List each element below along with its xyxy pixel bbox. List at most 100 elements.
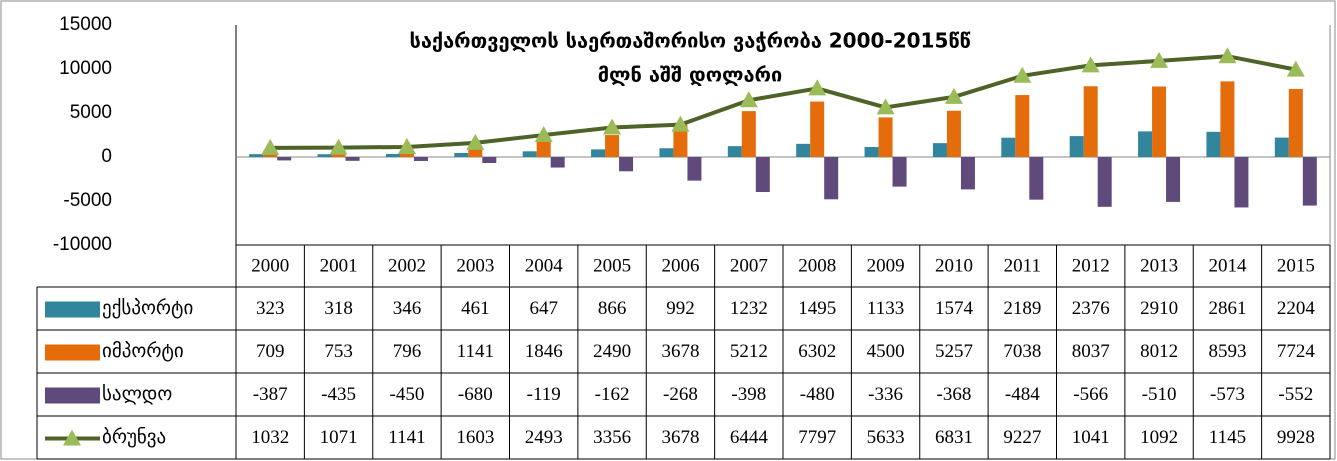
x-tick-label: 2006 [661,255,699,276]
table-cell: 8593 [1208,341,1246,362]
bar [687,157,702,181]
bar [385,153,400,157]
table-cell: -484 [1005,384,1040,405]
table-cell: 1574 [935,298,974,319]
line-marker [1218,47,1237,64]
bar [454,152,469,157]
table-cell: -566 [1073,384,1108,405]
table-cell: 6444 [730,427,769,448]
bar [277,157,292,161]
table-cell: 5633 [867,427,905,448]
line-marker [944,87,963,104]
table-cell: 647 [529,298,558,319]
table-cell: -480 [800,384,835,405]
line-marker [534,126,553,143]
table-cell: 1141 [457,341,494,362]
bar [946,110,961,157]
bar [932,143,947,157]
table-cell: 6831 [935,427,973,448]
table-cell: -450 [390,384,425,405]
line-marker [1013,66,1032,83]
chart-subtitle: მლნ აშშ დოლარი [598,63,783,87]
table-cell: -368 [937,384,972,405]
table-cell: 1133 [867,298,904,319]
bar [591,149,606,157]
bar [413,157,428,161]
legend-label: ექსპორტი [102,297,193,319]
table-cell: 2204 [1277,298,1316,319]
table-cell: 346 [393,298,422,319]
bar [1029,157,1044,200]
line-series [270,54,1297,150]
table-cell: -336 [868,384,903,405]
line-marker [261,138,280,155]
bar [755,157,770,193]
table-cell: -162 [595,384,630,405]
table-cell: -552 [1278,384,1313,405]
bar [605,135,620,157]
x-tick-label: 2005 [593,255,631,276]
table-cell: 1603 [456,427,494,448]
y-tick-label: 15000 [59,14,112,35]
table-cell: 8012 [1140,341,1178,362]
table-cell: 1032 [251,427,289,448]
bar [1138,131,1153,157]
bar [1083,86,1098,157]
table-cell: 8037 [1072,341,1110,362]
bar [741,111,756,157]
bar [1234,157,1249,208]
bar [1302,157,1317,206]
x-tick-label: 2004 [525,255,564,276]
table-cell: 461 [461,298,490,319]
x-tick-label: 2001 [320,255,358,276]
table-cell: 2493 [525,427,563,448]
table-cell: 7797 [798,427,836,448]
bar [1015,95,1030,157]
bar [1220,81,1235,157]
bar [536,140,551,157]
line-marker [739,91,758,108]
bar [810,101,825,157]
y-tick-label: -5000 [63,190,112,211]
line-marker [329,138,348,155]
table-cell: 3678 [661,427,699,448]
table-cell: 7724 [1277,341,1316,362]
x-tick-label: 2014 [1208,255,1247,276]
bar [659,148,674,157]
table-cell: 9227 [1003,427,1041,448]
bar [317,154,332,157]
table-cell: 3678 [661,341,699,362]
table-cell: 709 [256,341,285,362]
x-tick-label: 2007 [730,255,768,276]
x-tick-label: 2009 [867,255,905,276]
legend-key [63,429,81,446]
bar [960,157,975,190]
bar [1097,157,1112,207]
table-cell: 753 [324,341,353,362]
bar [892,157,907,187]
table-cell: 1092 [1140,427,1178,448]
table-cell: 1071 [320,427,358,448]
table-cell: -268 [663,384,698,405]
line-marker [603,118,622,135]
x-tick-label: 2011 [1004,255,1041,276]
bar [482,157,497,163]
table-cell: 3356 [593,427,631,448]
x-tick-label: 2002 [388,255,426,276]
table-cell: 1145 [1209,427,1246,448]
table-cell: 7038 [1003,341,1041,362]
bar [824,157,839,200]
line-marker [876,98,895,115]
table-cell: 5212 [730,341,768,362]
table-cell: 5257 [935,341,973,362]
bar [468,146,483,157]
line-marker [1150,51,1169,68]
table-cell: 796 [393,341,422,362]
bar [673,124,688,157]
bar [522,151,537,157]
bar [550,157,565,168]
x-tick-label: 2000 [251,255,289,276]
table-cell: 992 [666,298,695,319]
x-tick-label: 2015 [1277,255,1315,276]
table-cell: 1232 [730,298,768,319]
